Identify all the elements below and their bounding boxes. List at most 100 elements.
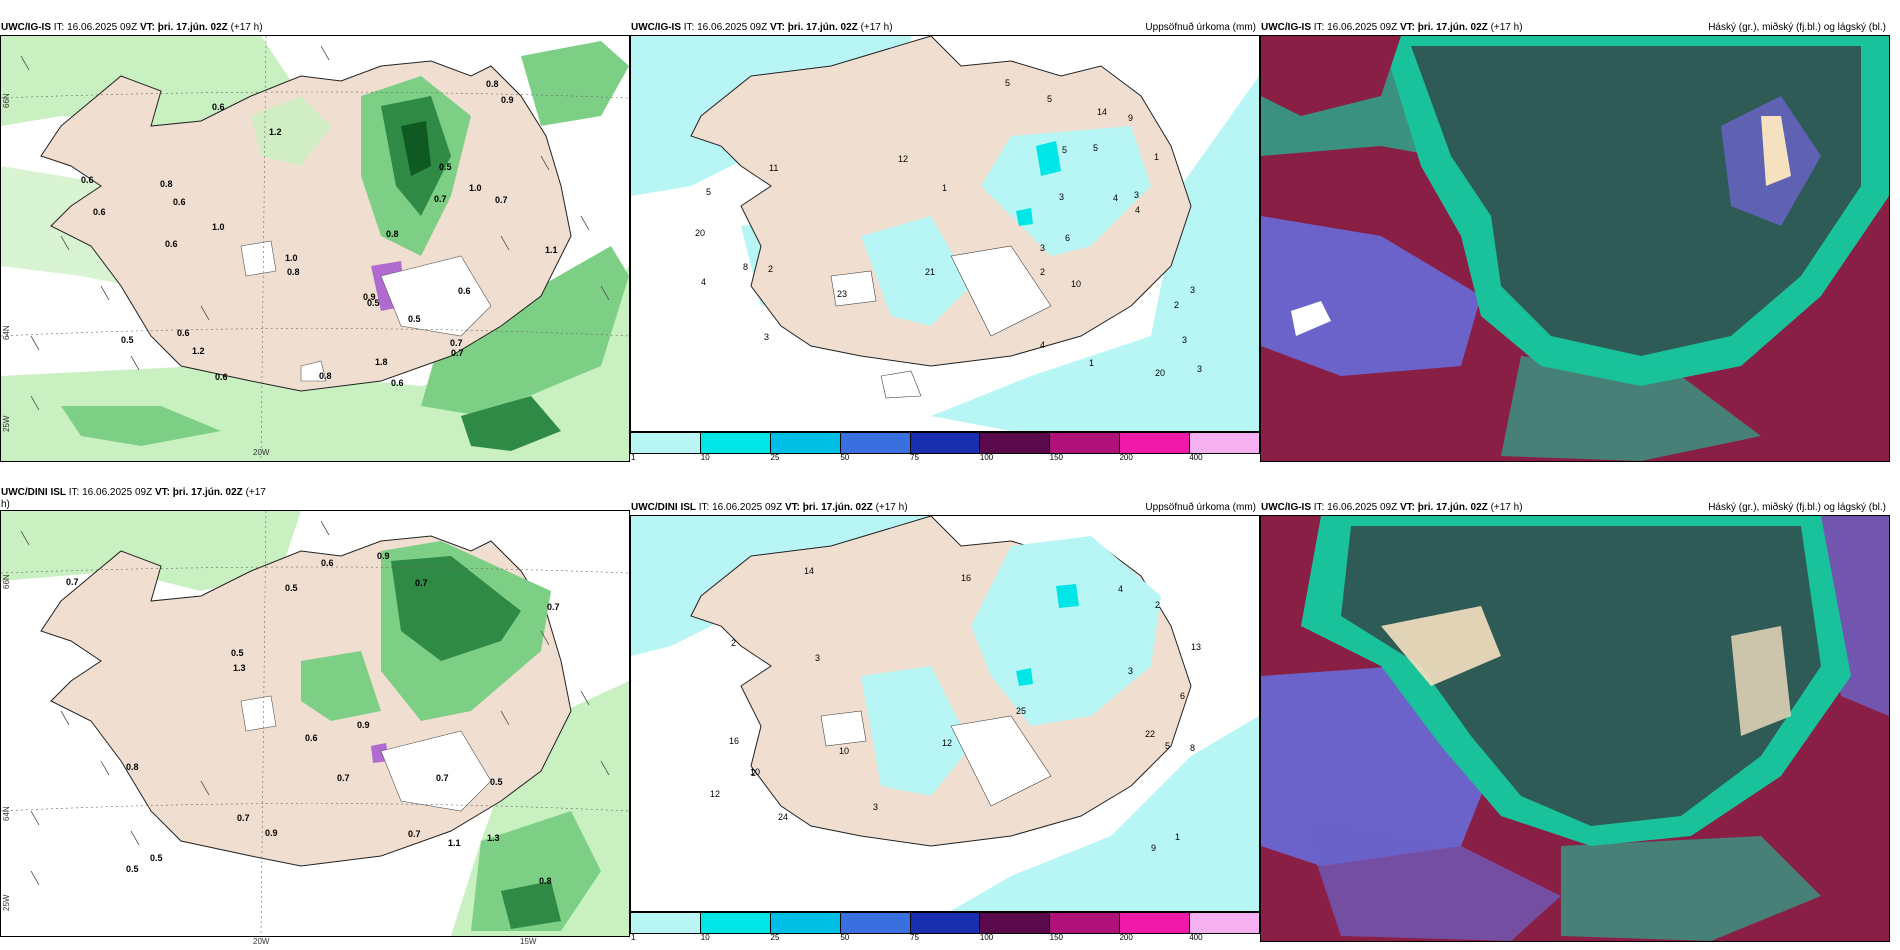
colorbar-swatch: [1120, 913, 1191, 933]
value-label: 0.7: [434, 194, 447, 204]
panel-subtitle: Uppsöfnuð úrkoma (mm): [1145, 22, 1256, 33]
value-label: 16: [961, 573, 972, 583]
colorbar-swatch: [700, 913, 771, 933]
value-label: 0.9: [363, 292, 376, 302]
value-label: 1.0: [285, 253, 298, 263]
colorbar-swatch: [1190, 913, 1260, 933]
value-label: 0.5: [285, 583, 298, 593]
value-label: 0.8: [287, 267, 300, 277]
colorbar-tick-label: 1: [631, 933, 636, 942]
value-label: 0.8: [539, 876, 552, 886]
value-label: 10: [839, 746, 850, 756]
value-label: 0.8: [160, 179, 173, 189]
panel-title: UWC/DINI ISL IT: 16.06.2025 09Z VT: þri.…: [631, 502, 908, 513]
panel-top-right: UWC/IG-IS IT: 16.06.2025 09Z VT: þri. 17…: [1260, 0, 1890, 465]
colorbar-tick-label: 100: [979, 933, 994, 942]
lat-label-64: 64N: [2, 325, 11, 340]
value-label: 0.6: [305, 733, 318, 743]
colorbar-tick-label: 25: [770, 453, 780, 462]
panel-top-left: UWC/IG-IS IT: 16.06.2025 09Z VT: þri. 17…: [0, 0, 630, 465]
value-label: 0.9: [501, 95, 514, 105]
colorbar-swatch: [910, 913, 981, 933]
panel-title: UWC/IG-IS IT: 16.06.2025 09Z VT: þri. 17…: [631, 22, 893, 33]
value-label: 10: [1071, 279, 1082, 289]
value-label: 20: [1155, 368, 1166, 378]
value-label: 0.7: [547, 602, 560, 612]
value-label: 3: [764, 332, 770, 342]
value-label: 12: [710, 789, 721, 799]
colorbar-swatch: [770, 433, 841, 453]
value-label: 0.6: [177, 328, 190, 338]
colorbar-swatch: [631, 913, 701, 933]
lon-label-25: 25W: [2, 894, 11, 911]
panel-top-middle: UWC/IG-IS IT: 16.06.2025 09Z VT: þri. 17…: [630, 0, 1260, 465]
value-label: 0.6: [165, 239, 178, 249]
colorbar-swatch: [840, 433, 911, 453]
value-label: 3: [1182, 335, 1188, 345]
lat-label-66: 66N: [2, 574, 11, 589]
value-label: 5: [1005, 78, 1011, 88]
value-label: 16: [729, 736, 740, 746]
colorbar-tick-label: 200: [1119, 933, 1133, 942]
value-label: 13: [1191, 642, 1202, 652]
lon-label-20: 20W: [253, 937, 270, 946]
colorbar-tick-label: 200: [1119, 453, 1133, 462]
panel-subtitle: Háský (gr.), miðský (fj.bl.) og lágský (…: [1708, 502, 1886, 513]
value-label: 3: [1134, 190, 1140, 200]
panel-bottom-left: UWC/DINI ISL IT: 16.06.2025 09Z VT: þri.…: [0, 485, 630, 950]
colorbar: [630, 432, 1260, 454]
colorbar-tick-label: 150: [1049, 933, 1064, 942]
value-label: 0.8: [486, 79, 499, 89]
value-label: 3: [1197, 364, 1203, 374]
colorbar-swatch: [631, 433, 701, 453]
value-label: 1: [1154, 152, 1160, 162]
value-label: 1: [942, 183, 948, 193]
value-label: 9: [1128, 113, 1134, 123]
colorbar-swatch: [700, 433, 771, 453]
map-cloud-cover[interactable]: [1260, 515, 1890, 942]
panel-title: UWC/IG-IS IT: 16.06.2025 09Z VT: þri. 17…: [1, 22, 263, 33]
colorbar-swatch: [980, 913, 1051, 933]
map-accum-precip[interactable]: 3 2 2 3 5 6 9 10 24 14 16 12 25 13 22 12 8 16 10 3 2 4 1: [630, 515, 1260, 912]
value-label: 1.0: [212, 222, 225, 232]
value-label: 0.7: [450, 338, 463, 348]
lon-label-20: 20W: [253, 448, 270, 457]
value-label: 1.8: [375, 357, 388, 367]
value-label: 0.5: [126, 864, 139, 874]
value-label: 0.9: [357, 720, 370, 730]
panel-bottom-middle: UWC/DINI ISL IT: 16.06.2025 09Z VT: þri.…: [630, 485, 1260, 950]
value-label: 4: [1040, 340, 1046, 350]
map-precip-rate[interactable]: 0.6 0.6 0.6 0.8 1.0 1.8 1.1 1.0 0.8 1.2 0.5 0.6 1.0 0…: [0, 35, 630, 462]
value-label: 1.1: [448, 838, 461, 848]
value-label: 2: [768, 264, 774, 274]
colorbar-tick-label: 50: [840, 933, 850, 942]
colorbar-swatch: [1050, 433, 1121, 453]
value-label: 3: [1040, 243, 1046, 253]
value-label: 0.7: [436, 773, 449, 783]
value-label: 12: [898, 154, 909, 164]
colorbar-tick-label: 25: [770, 933, 780, 942]
colorbar-tick-label: 150: [1049, 453, 1064, 462]
map-precip-rate[interactable]: 0.5 0.5 0.9 0.7 0.5 0.9 1.3 0.7 1.1 0.7 0.8 1.3 0.9 0…: [0, 510, 630, 937]
colorbar-swatch: [770, 913, 841, 933]
value-label: 0.6: [458, 286, 471, 296]
lat-label-66: 66N: [2, 93, 11, 108]
map-accum-precip[interactable]: 2 3 4 2 4 5 3 1 3 1 6 3 4 10 23 20 9 8 14 12 21 20 3 5 4 3 11 5 3 2 1 5…: [630, 35, 1260, 432]
value-label: 1.1: [545, 245, 558, 255]
colorbar-swatch: [1190, 433, 1260, 453]
value-label: 5: [1165, 741, 1171, 751]
value-label: 2: [1155, 600, 1161, 610]
colorbar-swatch: [1050, 913, 1121, 933]
value-label: 22: [1145, 729, 1156, 739]
map-cloud-cover[interactable]: [1260, 35, 1890, 462]
value-label: 0.5: [490, 777, 503, 787]
value-label: 0.6: [93, 207, 106, 217]
value-label: 0.6: [212, 102, 225, 112]
colorbar: [630, 912, 1260, 934]
colorbar-swatch: [840, 913, 911, 933]
value-label: 0.6: [391, 378, 404, 388]
value-label: 4: [1118, 584, 1124, 594]
value-label: 1.2: [269, 127, 282, 137]
value-label: 5: [1093, 143, 1099, 153]
value-label: 1: [1089, 358, 1095, 368]
